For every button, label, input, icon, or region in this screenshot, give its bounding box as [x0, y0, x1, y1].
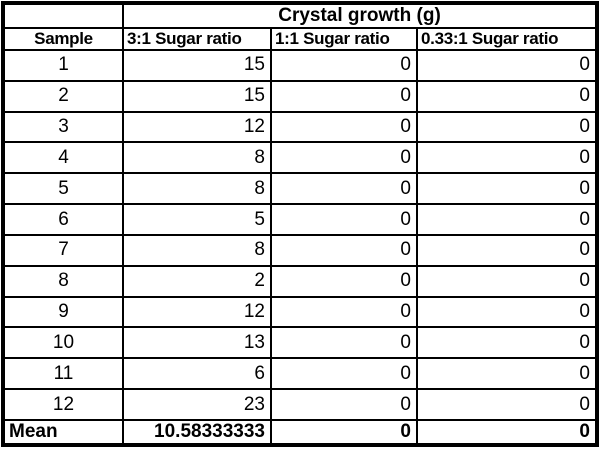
value-cell: 0 — [416, 172, 598, 206]
value-cell: 0 — [270, 79, 418, 113]
value-cell: 0 — [270, 203, 418, 236]
mean-label: Mean — [2, 419, 124, 446]
sample-number-cell: 1 — [2, 49, 124, 82]
value-cell: 0 — [270, 326, 418, 360]
corner-empty-cell — [2, 2, 124, 29]
value-cell: 0 — [270, 295, 418, 329]
value-cell: 0 — [416, 203, 598, 236]
value-cell: 0 — [416, 295, 598, 329]
value-cell: 0 — [270, 388, 418, 421]
sample-number-cell: 5 — [2, 172, 124, 206]
value-cell: 13 — [122, 326, 272, 360]
value-cell: 8 — [122, 172, 272, 206]
value-cell: 0 — [270, 110, 418, 144]
value-cell: 0 — [270, 49, 418, 82]
value-cell: 0 — [416, 264, 598, 298]
table-title: Crystal growth (g) — [122, 2, 598, 29]
sample-number-cell: 8 — [2, 264, 124, 298]
spanning-header-row: Crystal growth (g) — [2, 2, 598, 29]
value-cell: 0 — [416, 233, 598, 267]
value-cell: 8 — [122, 141, 272, 175]
value-cell: 12 — [122, 295, 272, 329]
table-row: 3 12 0 0 — [2, 110, 598, 144]
mean-value-033-1: 0 — [416, 419, 598, 446]
sample-number-cell: 11 — [2, 357, 124, 391]
table-row: 12 23 0 0 — [2, 388, 598, 421]
table-row: 2 15 0 0 — [2, 79, 598, 113]
mean-row: Mean 10.58333333 0 0 — [2, 419, 598, 446]
column-header-1-1-ratio: 1:1 Sugar ratio — [270, 27, 418, 51]
value-cell: 0 — [416, 357, 598, 391]
value-cell: 2 — [122, 264, 272, 298]
sample-number-cell: 3 — [2, 110, 124, 144]
value-cell: 15 — [122, 49, 272, 82]
column-header-sample: Sample — [2, 27, 124, 51]
value-cell: 0 — [416, 141, 598, 175]
mean-value-3-1: 10.58333333 — [122, 419, 272, 446]
sample-number-cell: 10 — [2, 326, 124, 360]
table-row: 10 13 0 0 — [2, 326, 598, 360]
value-cell: 23 — [122, 388, 272, 421]
value-cell: 12 — [122, 110, 272, 144]
value-cell: 0 — [416, 49, 598, 82]
value-cell: 8 — [122, 233, 272, 267]
sample-number-cell: 9 — [2, 295, 124, 329]
sample-number-cell: 4 — [2, 141, 124, 175]
value-cell: 0 — [270, 264, 418, 298]
table-row: 11 6 0 0 — [2, 357, 598, 391]
column-header-3-1-ratio: 3:1 Sugar ratio — [122, 27, 272, 51]
value-cell: 0 — [416, 326, 598, 360]
value-cell: 0 — [416, 388, 598, 421]
value-cell: 0 — [270, 357, 418, 391]
sample-number-cell: 7 — [2, 233, 124, 267]
table-row: 1 15 0 0 — [2, 49, 598, 82]
value-cell: 0 — [270, 233, 418, 267]
table-body: 1 15 0 0 2 15 0 0 3 12 0 0 4 8 0 0 5 8 0 0 6 5 0 0 7 8 0 0 8 2 0 0 9 12 0 0… — [2, 49, 598, 421]
sample-number-cell: 2 — [2, 79, 124, 113]
sample-number-cell: 6 — [2, 203, 124, 236]
value-cell: 0 — [270, 172, 418, 206]
column-header-row: Sample 3:1 Sugar ratio 1:1 Sugar ratio 0… — [2, 27, 598, 51]
column-header-033-1-ratio: 0.33:1 Sugar ratio — [416, 27, 598, 51]
value-cell: 0 — [416, 110, 598, 144]
value-cell: 0 — [270, 141, 418, 175]
mean-value-1-1: 0 — [270, 419, 418, 446]
table-row: 9 12 0 0 — [2, 295, 598, 329]
value-cell: 5 — [122, 203, 272, 236]
value-cell: 6 — [122, 357, 272, 391]
value-cell: 0 — [416, 79, 598, 113]
value-cell: 15 — [122, 79, 272, 113]
sample-number-cell: 12 — [2, 388, 124, 421]
